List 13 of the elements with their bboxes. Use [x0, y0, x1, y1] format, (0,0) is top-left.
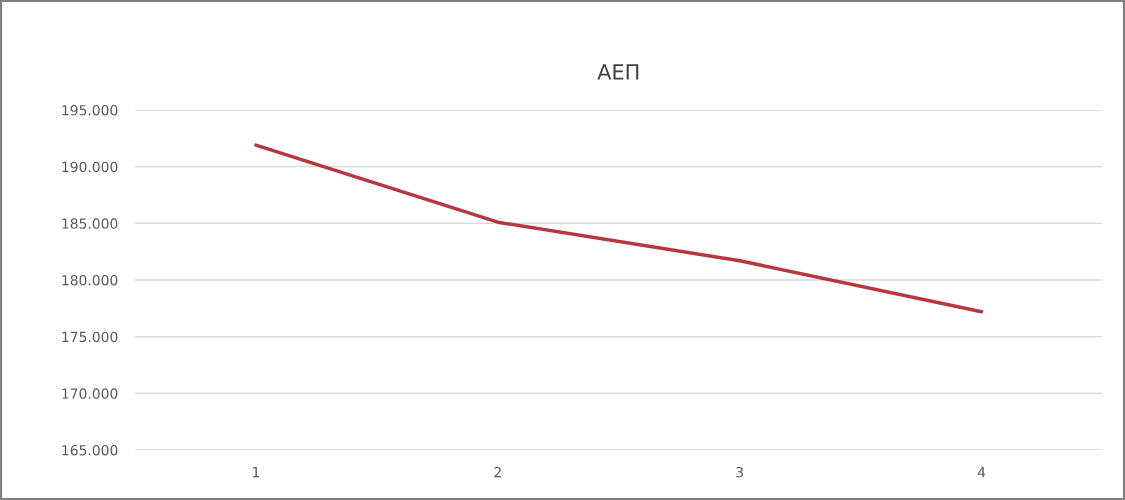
y-tick-label: 165.000	[62, 444, 118, 456]
x-tick-label: 4	[977, 467, 986, 478]
y-tick-label: 170.000	[62, 388, 118, 399]
x-tick-label: 3	[736, 466, 743, 478]
line-series	[254, 143, 984, 314]
x-tick-label: 1	[253, 467, 260, 478]
chart-title: ΑΕΠ	[597, 64, 639, 80]
x-tick-label: 2	[494, 466, 501, 478]
y-tick-label: 195.000	[62, 104, 118, 116]
y-tick-label: 175.000	[62, 331, 118, 343]
y-tick-label: 190.000	[62, 161, 118, 173]
y-tick-label: 180.000	[62, 274, 118, 286]
y-tick-label: 185.000	[62, 218, 118, 229]
